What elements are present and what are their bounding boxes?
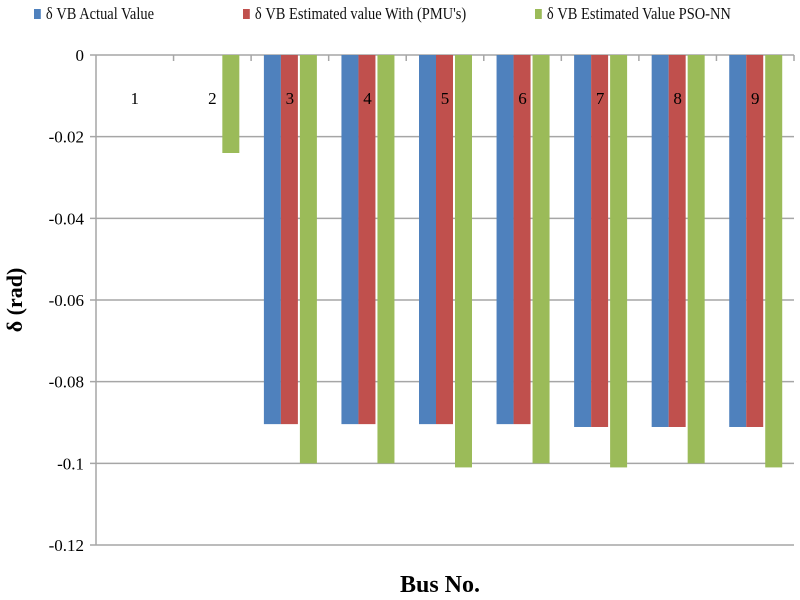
legend-label-psonn: δ VB Estimated Value PSO-NN: [546, 4, 731, 23]
legend-swatch-actual: [34, 9, 41, 19]
legend-swatch-pmu: [243, 9, 250, 19]
y-tick-label: 0: [76, 46, 85, 65]
y-tick-label: -0.06: [49, 291, 84, 310]
bar-bus9-series2: [765, 55, 783, 468]
bar-bus7-series2: [610, 55, 628, 468]
bar-bus7-series1: [591, 55, 609, 427]
x-tick-label: 7: [596, 89, 605, 108]
bar-bus6-series0: [496, 55, 514, 425]
y-tick-label: -0.1: [57, 454, 84, 473]
y-tick-label: -0.02: [49, 128, 84, 147]
legend-item-actual: δ VB Actual Value: [34, 4, 154, 24]
bar-bus5-series2: [455, 55, 472, 468]
bar-bus4-series2: [377, 55, 395, 464]
bar-bus6-series1: [513, 55, 531, 425]
x-tick-label: 4: [363, 89, 372, 108]
x-tick-label: 9: [751, 89, 760, 108]
bar-bus3-series0: [263, 55, 281, 425]
x-tick-label: 3: [286, 89, 295, 108]
x-tick-label: 5: [441, 89, 450, 108]
bar-bus8-series1: [668, 55, 686, 427]
legend-label-pmu: δ VB Estimated value With (PMU's): [254, 4, 467, 23]
legend-swatch-psonn: [535, 9, 542, 19]
y-axis-label: δ (rad): [2, 268, 27, 333]
x-tick-label: 2: [208, 89, 217, 108]
bar-bus3-series2: [299, 55, 317, 464]
y-tick-label: -0.04: [49, 209, 85, 228]
x-tick-label: 1: [131, 89, 140, 108]
bar-bus2-series2: [222, 55, 240, 153]
legend-item-pmu: δ VB Estimated value With (PMU's): [243, 4, 466, 24]
bar-bus7-series0: [574, 55, 592, 427]
bar-bus5-series1: [436, 55, 453, 425]
bar-bus9-series1: [746, 55, 764, 427]
legend-label-actual: δ VB Actual Value: [45, 4, 154, 23]
bar-bus4-series0: [341, 55, 359, 425]
bar-bus8-series0: [651, 55, 669, 427]
bar-bus5-series0: [419, 55, 436, 425]
bar-bus4-series1: [358, 55, 376, 425]
x-tick-label: 6: [518, 89, 527, 108]
legend: δ VB Actual Value δ VB Estimated value W…: [0, 4, 800, 28]
legend-item-psonn: δ VB Estimated Value PSO-NN: [535, 4, 731, 24]
y-tick-label: -0.08: [49, 373, 84, 392]
y-tick-label: -0.12: [49, 536, 84, 555]
x-axis-label: Bus No.: [400, 572, 480, 598]
bar-bus3-series1: [280, 55, 298, 425]
x-tick-label: 8: [673, 89, 682, 108]
bar-bus9-series0: [729, 55, 747, 427]
bar-bus8-series2: [687, 55, 705, 464]
bar-bus6-series2: [532, 55, 550, 464]
